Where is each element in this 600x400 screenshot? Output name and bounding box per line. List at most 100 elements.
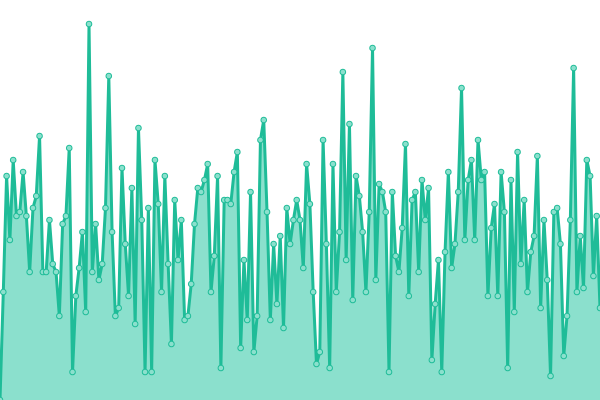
data-point xyxy=(332,288,340,296)
data-point xyxy=(243,316,251,324)
data-point xyxy=(26,268,33,276)
data-point xyxy=(290,216,297,224)
data-point xyxy=(520,196,528,204)
data-point xyxy=(461,236,469,244)
data-point xyxy=(349,296,357,304)
data-point xyxy=(214,172,221,180)
data-point xyxy=(596,304,600,312)
data-point xyxy=(230,168,238,176)
data-point xyxy=(379,188,386,196)
data-point xyxy=(481,168,488,176)
data-point xyxy=(507,176,515,184)
data-point xyxy=(128,184,136,192)
data-point xyxy=(395,268,403,276)
data-point xyxy=(257,136,264,144)
data-point xyxy=(141,368,149,376)
data-point xyxy=(227,200,235,208)
data-point xyxy=(72,292,80,300)
data-point xyxy=(356,192,363,200)
data-point xyxy=(382,208,390,216)
data-point xyxy=(3,172,10,180)
data-point xyxy=(75,264,83,272)
data-point xyxy=(112,312,119,320)
data-point xyxy=(201,176,208,184)
data-point xyxy=(253,312,261,320)
data-point xyxy=(593,212,600,220)
data-point xyxy=(576,232,584,240)
data-point xyxy=(369,44,376,52)
data-point xyxy=(191,220,198,228)
data-point xyxy=(32,192,40,200)
data-point xyxy=(501,208,508,216)
data-point xyxy=(161,172,169,180)
data-point xyxy=(385,368,393,376)
data-point xyxy=(197,188,205,196)
data-point xyxy=(451,240,459,248)
data-point xyxy=(514,148,521,156)
data-point xyxy=(95,276,103,284)
data-point xyxy=(547,372,554,380)
data-point xyxy=(583,156,591,164)
data-point xyxy=(567,216,574,224)
data-point xyxy=(534,152,541,160)
data-point xyxy=(543,276,551,284)
data-point xyxy=(108,228,116,236)
data-point xyxy=(36,132,43,140)
data-point xyxy=(530,232,538,240)
data-point xyxy=(280,324,287,332)
data-point xyxy=(148,368,155,376)
data-point xyxy=(524,288,531,296)
data-point xyxy=(425,184,432,192)
data-point xyxy=(247,188,254,196)
data-point xyxy=(293,196,301,204)
data-point xyxy=(412,188,419,196)
data-point xyxy=(6,236,14,244)
data-point xyxy=(131,320,139,328)
data-point xyxy=(240,256,248,264)
data-point xyxy=(98,260,106,268)
data-point xyxy=(276,232,284,240)
data-point xyxy=(474,136,482,144)
data-point xyxy=(415,268,422,276)
data-point xyxy=(445,168,452,176)
data-point xyxy=(494,292,502,300)
data-point xyxy=(329,160,337,168)
data-point xyxy=(478,176,485,184)
data-point xyxy=(65,144,73,152)
data-point xyxy=(553,204,561,212)
data-point xyxy=(210,252,218,260)
data-point xyxy=(171,196,179,204)
data-point xyxy=(570,64,577,72)
data-point xyxy=(336,228,343,236)
data-point xyxy=(296,216,304,224)
data-point xyxy=(431,300,439,308)
data-point xyxy=(118,164,126,172)
data-point xyxy=(557,240,564,248)
data-point xyxy=(487,224,495,232)
data-point xyxy=(375,180,383,188)
data-point xyxy=(438,368,446,376)
data-point xyxy=(105,72,113,80)
data-point xyxy=(421,216,429,224)
data-point xyxy=(402,140,409,148)
data-point xyxy=(580,284,587,292)
data-point xyxy=(428,356,436,364)
data-point xyxy=(563,312,571,320)
data-point xyxy=(29,204,37,212)
data-point xyxy=(62,212,70,220)
data-point xyxy=(468,156,475,164)
data-point xyxy=(398,224,406,232)
data-point xyxy=(16,208,24,216)
data-point xyxy=(23,212,30,220)
data-point xyxy=(471,236,479,244)
data-point xyxy=(187,280,195,288)
data-point xyxy=(92,220,99,228)
data-point xyxy=(89,268,96,276)
data-point xyxy=(135,124,142,132)
data-point xyxy=(389,188,396,196)
data-point xyxy=(300,264,307,272)
data-point xyxy=(504,364,511,372)
data-point xyxy=(510,308,518,316)
data-point xyxy=(352,172,360,180)
data-point xyxy=(517,260,525,268)
